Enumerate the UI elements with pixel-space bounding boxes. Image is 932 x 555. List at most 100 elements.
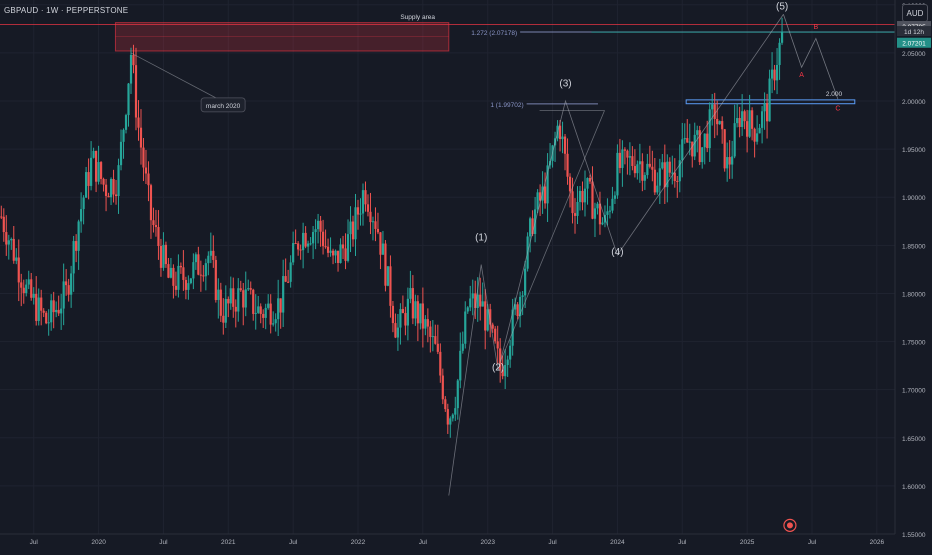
annotation-labels: (1) (2) (3) (4) (5) B A C Supply area 2.000 march … xyxy=(200,2,843,532)
candle-body xyxy=(431,336,434,338)
candle-body xyxy=(232,288,235,307)
time-axis[interactable]: Jul 2020 Jul 2021 Jul 2022 Jul 2023 Jul 2024 Jul 20… xyxy=(0,533,895,550)
candle-body xyxy=(424,319,427,329)
candle-body xyxy=(760,111,764,128)
candle-body xyxy=(85,172,88,198)
candle-body xyxy=(336,250,340,263)
candle-body xyxy=(780,31,784,43)
price-tick-label: 2.00000 xyxy=(902,99,926,106)
wave-label: (2) xyxy=(492,362,504,373)
price-tick-label: 2.05000 xyxy=(902,51,926,58)
candle-body xyxy=(618,152,622,168)
candle-body xyxy=(329,250,332,253)
elliott-wave-path xyxy=(448,14,784,496)
candle-body xyxy=(611,198,614,211)
candle-body xyxy=(708,109,711,149)
symbol-title: GBPAUD · 1W · PEPPERSTONE xyxy=(4,6,129,15)
candle-body xyxy=(369,211,372,223)
candle-body xyxy=(27,279,30,285)
candle-body xyxy=(364,190,367,205)
candle-body xyxy=(239,288,242,291)
candle-body xyxy=(414,301,417,319)
candle-body xyxy=(623,149,627,151)
candle-body xyxy=(72,241,75,274)
candle-body xyxy=(354,207,357,240)
candle-body xyxy=(696,130,699,135)
candle-body xyxy=(294,243,297,245)
currency-badge[interactable]: AUD xyxy=(902,4,928,22)
candle-body xyxy=(658,168,661,186)
candle-body xyxy=(663,162,666,188)
candle-body xyxy=(149,185,153,221)
candle-body xyxy=(122,129,125,142)
candle-body xyxy=(319,220,322,232)
candle-body xyxy=(504,365,507,377)
last-price-label-bg xyxy=(897,37,931,48)
candle-body xyxy=(99,162,103,179)
candle-body xyxy=(52,300,55,313)
candle-body xyxy=(187,283,190,290)
countdown-label-bg xyxy=(897,26,931,37)
level-2000-label: 2.000 xyxy=(826,91,843,98)
candle-body xyxy=(217,289,220,300)
candle-body xyxy=(199,274,202,276)
candle-body xyxy=(75,241,78,251)
candle-body xyxy=(621,149,624,168)
candle-body xyxy=(299,249,302,251)
candle-body xyxy=(538,192,542,201)
candle-body xyxy=(132,54,135,66)
candle-body xyxy=(189,278,192,284)
candle-body xyxy=(426,319,429,327)
corrective-wave-label: A xyxy=(799,72,804,79)
candle-body xyxy=(733,123,736,157)
time-tick-label: 2025 xyxy=(740,539,755,546)
candle-body xyxy=(581,190,584,203)
candle-body xyxy=(686,138,689,143)
candle-body xyxy=(743,111,746,122)
candle-body xyxy=(501,369,504,377)
candle-body xyxy=(287,281,290,283)
time-tick-label: Jul xyxy=(678,539,687,546)
candle-body xyxy=(376,228,380,233)
candle-body xyxy=(312,232,315,244)
price-label-bg xyxy=(897,21,931,32)
candle-body xyxy=(666,161,669,188)
time-tick-label: Jul xyxy=(419,539,428,546)
candle-body xyxy=(269,303,272,325)
candle-body xyxy=(606,211,609,215)
candle-body xyxy=(770,69,774,79)
wave-label: (5) xyxy=(776,2,788,13)
candle-body xyxy=(284,276,287,282)
candle-body xyxy=(543,186,547,204)
candle-body xyxy=(304,232,307,247)
candle-body xyxy=(5,232,8,245)
price-axis[interactable]: 1.55000 1.60000 1.65000 1.70000 1.75000 1.800… xyxy=(894,0,932,550)
supply-zone-layer xyxy=(0,22,895,52)
candle-body xyxy=(439,351,442,376)
candle-body xyxy=(144,167,148,174)
candle-body xyxy=(37,297,40,321)
candle-body xyxy=(643,175,646,181)
time-tick-label: Jul xyxy=(30,539,39,546)
time-tick-label: Jul xyxy=(289,539,298,546)
time-tick-label: 2022 xyxy=(351,539,366,546)
candle-body xyxy=(60,308,63,314)
candle-body xyxy=(391,305,395,324)
candle-body xyxy=(481,301,484,307)
candle-body xyxy=(738,118,741,127)
candle-body xyxy=(289,262,292,282)
candle-body xyxy=(636,164,639,174)
last-price-label: 2.07201 xyxy=(902,41,926,48)
candle-body xyxy=(302,232,305,251)
time-tick-label: 2024 xyxy=(610,539,625,546)
wave-label: (4) xyxy=(611,247,623,258)
candle-body xyxy=(25,284,28,294)
grid xyxy=(0,0,895,535)
candle-body xyxy=(721,121,724,130)
candle-body xyxy=(496,341,499,349)
candle-body xyxy=(0,216,3,218)
candle-body xyxy=(139,127,143,148)
candle-body xyxy=(182,267,185,280)
